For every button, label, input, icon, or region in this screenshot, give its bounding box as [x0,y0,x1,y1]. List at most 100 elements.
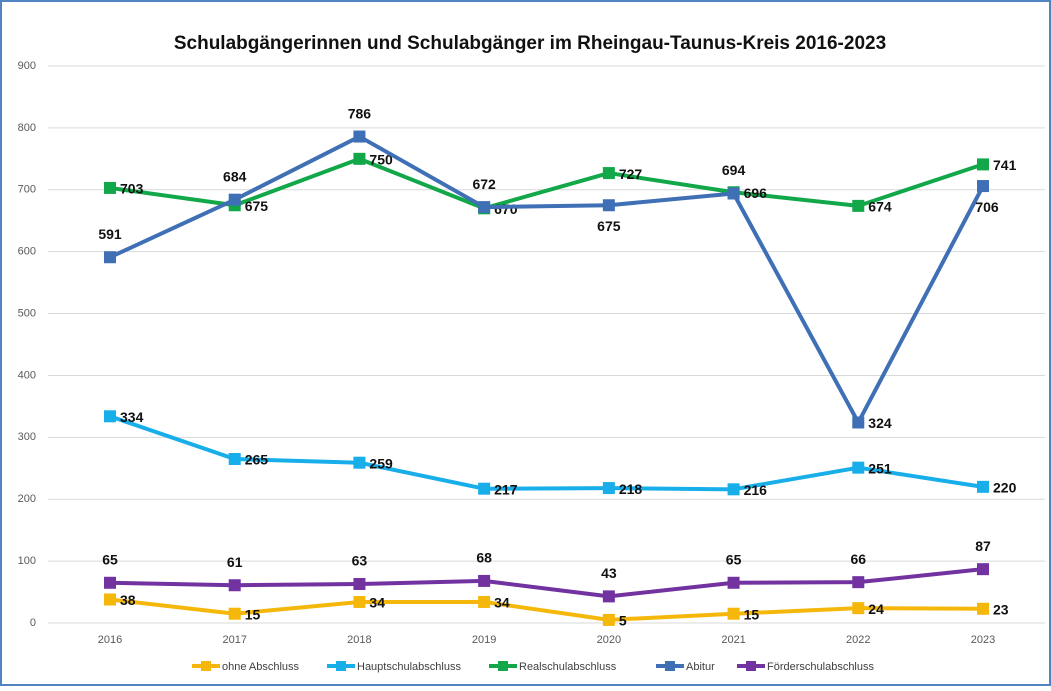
data-point [478,595,491,608]
data-label: 23 [993,601,1009,617]
data-label: 5 [619,613,627,629]
data-label: 216 [744,482,768,498]
legend-label: Hauptschulabschluss [357,661,461,673]
data-label: 786 [348,105,372,121]
legend-label: Realschulabschluss [519,661,617,673]
data-point [228,452,241,465]
data-point [977,158,989,171]
series-line [109,597,984,622]
data-point [104,181,116,194]
data-point [228,579,241,592]
data-label: 703 [120,181,144,197]
legend-swatch [746,661,756,671]
x-tick-label: 2020 [597,634,621,646]
legend-swatch [336,661,346,671]
data-point [228,607,241,620]
data-label: 65 [102,551,118,567]
data-label: 63 [352,553,368,569]
data-point [353,130,366,143]
legend-item: ohne Abschluss [192,661,300,673]
data-label: 672 [472,176,496,192]
legend-swatch [665,661,675,671]
legend-item: Hauptschulabschluss [327,661,461,673]
x-tick-label: 2022 [846,634,870,646]
data-point [727,576,740,589]
data-label: 265 [245,452,269,468]
data-point [104,410,116,423]
data-label: 750 [369,152,393,168]
legend-item: Realschulabschluss [489,661,617,673]
data-label: 674 [868,199,892,215]
y-tick-label: 700 [18,184,36,196]
data-point [852,199,865,212]
data-point [353,152,366,165]
series-line [109,414,984,492]
series-line [109,567,984,599]
data-label: 696 [744,185,768,201]
data-label: 675 [245,198,269,214]
data-point [602,167,615,180]
data-label: 87 [975,538,991,554]
data-point [602,199,615,212]
y-tick-label: 400 [18,369,36,381]
y-tick-label: 300 [18,431,36,443]
data-label: 68 [476,550,492,566]
legend-swatch [201,661,211,671]
x-tick-label: 2018 [347,634,371,646]
data-point [977,480,989,493]
data-point [977,602,989,615]
data-label: 34 [494,595,510,611]
legend-item: Förderschulabschluss [737,661,874,673]
data-label: 65 [726,551,742,567]
y-tick-label: 200 [18,493,36,505]
data-label: 15 [245,606,261,622]
legend-label: Förderschulabschluss [767,661,874,673]
chart-title: Schulabgängerinnen und Schulabgänger im … [174,33,886,54]
y-tick-label: 100 [18,555,36,567]
data-label: 741 [993,157,1017,173]
series-line [109,134,985,425]
data-point [977,563,989,576]
data-point [353,456,366,469]
x-tick-label: 2021 [721,634,745,646]
data-label: 259 [369,455,393,471]
data-label: 220 [993,480,1017,496]
data-label: 66 [850,551,866,567]
data-point [852,461,865,474]
y-tick-label: 900 [18,60,36,72]
y-tick-label: 500 [18,307,36,319]
data-label: 591 [98,226,122,242]
data-point [852,576,865,589]
y-tick-label: 0 [30,617,36,629]
data-label: 61 [227,554,243,570]
x-tick-label: 2016 [98,634,122,646]
data-point [727,187,740,200]
data-label: 15 [744,606,760,622]
data-label: 43 [601,565,617,581]
legend-label: Abitur [686,661,715,673]
y-tick-label: 600 [18,246,36,258]
data-point [353,595,366,608]
data-point [104,593,116,606]
y-tick-label: 800 [18,122,36,134]
data-label: 251 [868,460,892,476]
x-tick-label: 2017 [222,634,246,646]
data-point [104,251,116,264]
data-label: 217 [494,481,518,497]
series-line [109,156,984,211]
data-label: 324 [868,415,892,431]
data-point [977,180,989,193]
data-label: 706 [975,199,999,215]
legend-label: ohne Abschluss [222,661,300,673]
data-label: 670 [494,201,518,217]
x-tick-label: 2019 [472,634,496,646]
data-point [478,574,491,587]
legend-item: Abitur [656,661,715,673]
data-label: 34 [369,595,385,611]
data-point [727,483,740,496]
data-point [602,590,615,603]
data-label: 38 [120,592,136,608]
data-label: 218 [619,481,643,497]
